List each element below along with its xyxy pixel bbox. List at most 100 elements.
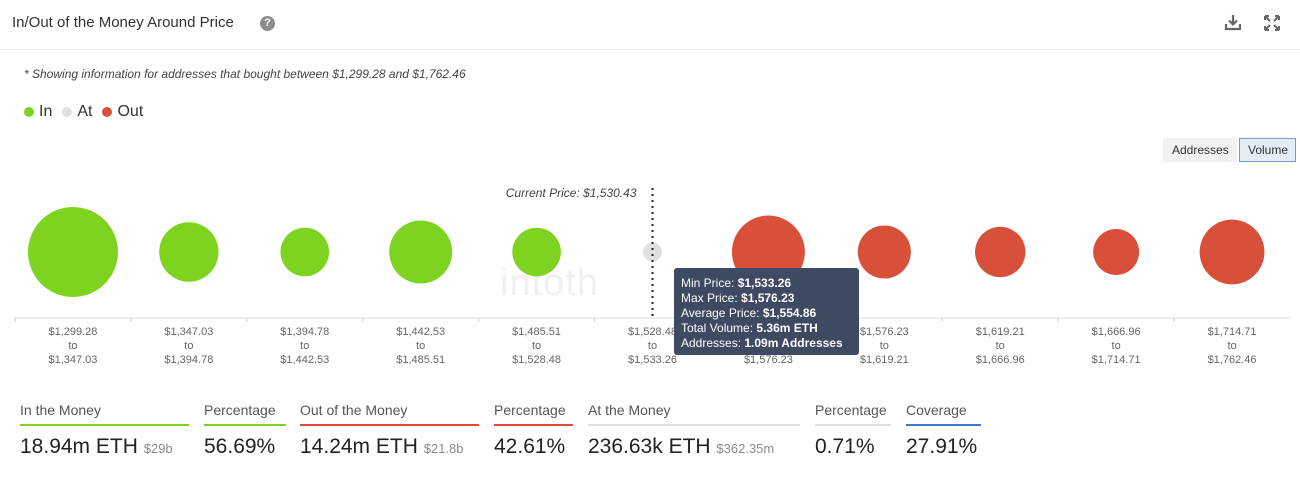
- bubble-in[interactable]: [280, 227, 330, 277]
- x-tick-label-from: $1,528.48: [628, 326, 677, 338]
- addresses-toggle-button[interactable]: Addresses: [1163, 138, 1237, 162]
- stat-bar: [204, 424, 286, 426]
- bubble-out[interactable]: [857, 225, 911, 279]
- x-tick-label-to-word: to: [532, 340, 541, 352]
- stat-value: 56.69%: [204, 435, 276, 458]
- stat-value: 18.94m ETH: [20, 435, 138, 458]
- stat-label: Out of the Money: [300, 402, 408, 418]
- stat-value: 236.63k ETH: [588, 435, 711, 458]
- stat-at-percentage: Percentage 0.71%: [815, 402, 891, 459]
- legend-out-dot: [102, 107, 113, 117]
- x-tick-label-to: $1,762.46: [1208, 354, 1257, 366]
- stat-value: 0.71%: [815, 435, 875, 458]
- legend-at-label: At: [77, 103, 93, 120]
- stat-bar: [494, 424, 573, 426]
- stat-in-percentage: Percentage 56.69%: [204, 402, 286, 459]
- x-tick-label-to-word: to: [1227, 340, 1236, 352]
- x-tick-label-to-word: to: [68, 340, 77, 352]
- tooltip-min-label: Min Price:: [681, 276, 735, 290]
- stat-out-of-the-money: Out of the Money 14.24m ETH $21.8b: [300, 402, 479, 459]
- x-tick-label-to: $1,394.78: [164, 354, 213, 366]
- stat-sub: $29b: [143, 441, 173, 456]
- stat-value: 42.61%: [494, 435, 566, 458]
- stat-bar: [300, 424, 479, 426]
- stat-in-the-money: In the Money 18.94m ETH $29b: [20, 402, 189, 459]
- stat-out-percentage: Percentage 42.61%: [494, 402, 573, 459]
- bubble-in[interactable]: [159, 222, 219, 282]
- stat-label: Percentage: [815, 402, 887, 418]
- legend: In At Out: [24, 103, 143, 121]
- bubble-out[interactable]: [1199, 219, 1265, 285]
- bubble-in[interactable]: [512, 227, 561, 277]
- tooltip-addr-value: 1.09m Addresses: [744, 336, 843, 350]
- bubble-in[interactable]: [27, 207, 118, 297]
- stat-coverage: Coverage 27.91%: [906, 402, 981, 459]
- stat-value: 14.24m ETH: [300, 435, 418, 458]
- x-tick-label-from: $1,714.71: [1208, 326, 1257, 338]
- x-tick-label-to-word: to: [300, 340, 309, 352]
- tooltip-avg-label: Average Price:: [681, 306, 760, 320]
- bubble-in[interactable]: [389, 220, 453, 284]
- tooltip-vol-value: 5.36m ETH: [756, 321, 818, 335]
- legend-in-dot: [24, 107, 34, 117]
- tooltip-max-label: Max Price:: [681, 291, 738, 305]
- x-tick-label-from: $1,485.51: [512, 326, 561, 338]
- x-tick-label-to: $1,528.48: [512, 354, 561, 366]
- legend-item-in[interactable]: In: [24, 103, 52, 121]
- stat-label: Percentage: [204, 402, 276, 418]
- tooltip-vol-label: Total Volume:: [681, 321, 754, 335]
- stat-at-the-money: At the Money 236.63k ETH $362.35m: [588, 402, 800, 459]
- x-tick-label-to: $1,666.96: [976, 354, 1025, 366]
- question-circle-icon[interactable]: ?: [260, 16, 275, 31]
- x-tick-label-to: $1,485.51: [396, 354, 445, 366]
- tooltip-max-value: $1,576.23: [741, 291, 795, 305]
- bubble-tooltip: Min Price: $1,533.26 Max Price: $1,576.2…: [674, 268, 859, 355]
- tooltip-min-value: $1,533.26: [737, 276, 792, 290]
- stat-sub: $21.8b: [423, 441, 464, 456]
- x-tick-label-from: $1,666.96: [1092, 326, 1141, 338]
- x-tick-label-to-word: to: [1112, 340, 1121, 352]
- x-tick-label-from: $1,394.78: [280, 326, 329, 338]
- stat-label: Coverage: [906, 402, 967, 418]
- bubble-out[interactable]: [1093, 229, 1140, 275]
- legend-item-at[interactable]: At: [62, 103, 92, 121]
- stat-bar: [588, 424, 800, 426]
- legend-item-out[interactable]: Out: [102, 103, 143, 121]
- chart-header: In/Out of the Money Around Price ?: [0, 0, 1300, 50]
- stat-bar: [20, 424, 189, 426]
- x-tick-label-to: $1,714.71: [1092, 354, 1141, 366]
- x-tick-label-to-word: to: [184, 340, 193, 352]
- volume-toggle-button[interactable]: Volume: [1239, 138, 1296, 162]
- stat-label: In the Money: [20, 402, 101, 418]
- x-tick-label-from: $1,347.03: [164, 326, 213, 338]
- legend-at-dot: [62, 107, 73, 117]
- stat-value: 27.91%: [906, 435, 978, 458]
- page-title: In/Out of the Money Around Price: [12, 14, 234, 31]
- download-icon[interactable]: [1222, 12, 1244, 34]
- bubble-chart: $1,299.28 to $1,347.03 $1,347.03 to $1,394.78…: [14, 186, 1290, 366]
- legend-out-label: Out: [117, 103, 144, 120]
- x-tick-label-to-word: to: [416, 340, 425, 352]
- current-price-label: Current Price: $1,530.43: [506, 186, 637, 200]
- x-tick-label-to-word: to: [880, 340, 889, 352]
- bubble-out[interactable]: [975, 226, 1026, 278]
- x-tick-label-from: $1,619.21: [976, 326, 1025, 338]
- x-tick-label-to: $1,619.21: [860, 354, 909, 366]
- x-tick-label-to: $1,533.26: [628, 354, 677, 366]
- stat-sub: $362.35m: [716, 441, 775, 456]
- legend-in-label: In: [39, 103, 53, 120]
- expand-icon[interactable]: [1261, 12, 1283, 34]
- range-note: * Showing information for addresses that…: [24, 67, 466, 81]
- bubble-at[interactable]: [643, 242, 662, 262]
- x-tick-label-to: $1,347.03: [48, 354, 97, 366]
- stat-label: Percentage: [494, 402, 566, 418]
- stat-label: At the Money: [588, 402, 671, 418]
- x-tick-label-to-word: to: [996, 340, 1005, 352]
- x-tick-label-to: $1,576.23: [744, 354, 793, 366]
- x-tick-label-to-word: to: [648, 340, 657, 352]
- tooltip-addr-label: Addresses:: [681, 336, 742, 350]
- stat-bar: [906, 424, 981, 426]
- tooltip-avg-value: $1,554.86: [762, 306, 817, 320]
- x-tick-label-from: $1,442.53: [396, 326, 445, 338]
- x-tick-label-from: $1,299.28: [48, 326, 97, 338]
